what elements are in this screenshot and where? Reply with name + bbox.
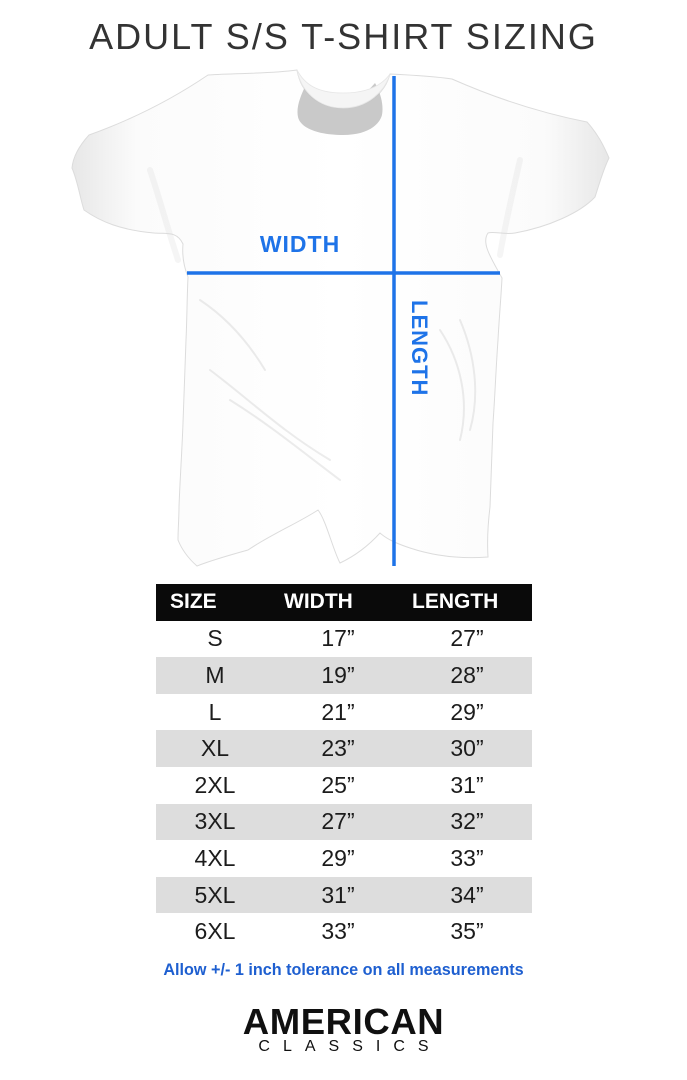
svg-text:LENGTH: LENGTH — [407, 300, 432, 396]
svg-text:WIDTH: WIDTH — [260, 231, 340, 257]
